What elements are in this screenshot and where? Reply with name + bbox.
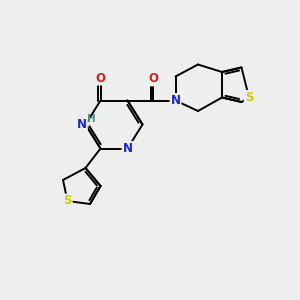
Text: O: O: [95, 71, 106, 85]
Text: N: N: [77, 118, 87, 131]
Text: S: S: [63, 194, 72, 208]
Text: S: S: [245, 91, 253, 104]
Text: N: N: [170, 94, 181, 107]
Text: O: O: [148, 72, 158, 86]
Text: N: N: [122, 142, 133, 155]
Text: H: H: [86, 114, 95, 124]
